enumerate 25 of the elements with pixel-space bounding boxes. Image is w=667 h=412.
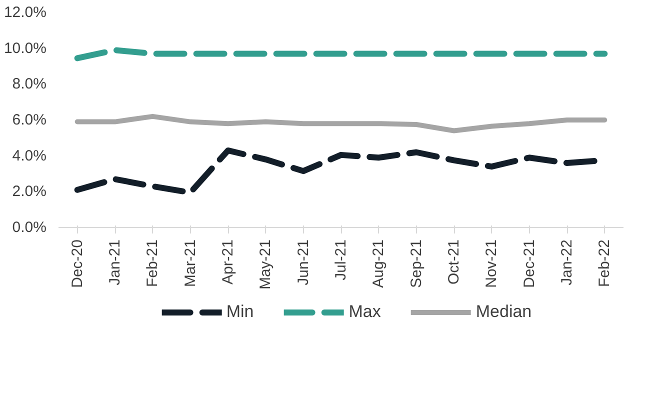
x-tick-label: Jan-21 bbox=[106, 239, 124, 286]
x-tick-label: Dec-20 bbox=[68, 239, 86, 288]
x-tick-label: Jan-22 bbox=[558, 239, 576, 286]
x-tick-label: Apr-21 bbox=[220, 239, 236, 285]
y-tick-label: 12.0% bbox=[4, 4, 47, 21]
x-tick-label: Aug-21 bbox=[370, 239, 388, 288]
x-tick-label: Feb-21 bbox=[144, 239, 162, 288]
x-tick-label: May-21 bbox=[257, 239, 274, 290]
x-tick-label: Dec-21 bbox=[520, 239, 538, 288]
y-tick-label: 6.0% bbox=[12, 112, 47, 128]
y-tick-label: 4.0% bbox=[12, 147, 47, 164]
x-tick-label: Oct-21 bbox=[446, 240, 462, 285]
x-tick-label: Sep-21 bbox=[408, 239, 425, 288]
x-tick-label: Mar-21 bbox=[182, 239, 199, 288]
x-tick-label: Jul-21 bbox=[332, 239, 350, 280]
x-tick-label: Jun-21 bbox=[294, 239, 312, 286]
legend-label: Max bbox=[348, 302, 381, 322]
legend-label: Min bbox=[226, 302, 254, 322]
y-tick-label: 2.0% bbox=[12, 183, 47, 200]
x-tick-label: Feb-22 bbox=[596, 239, 614, 288]
y-tick-label: 8.0% bbox=[12, 76, 47, 93]
y-tick-label: 10.0% bbox=[4, 40, 47, 57]
x-tick-label: Nov-21 bbox=[483, 239, 500, 288]
y-tick-label: 0.0% bbox=[12, 219, 47, 236]
legend-label: Median bbox=[476, 302, 532, 322]
